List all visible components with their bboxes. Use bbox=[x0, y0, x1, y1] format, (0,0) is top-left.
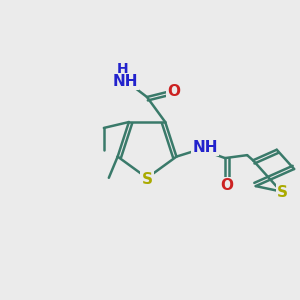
Text: H: H bbox=[117, 62, 128, 76]
Text: NH: NH bbox=[193, 140, 218, 155]
Text: O: O bbox=[220, 178, 233, 193]
Text: S: S bbox=[277, 185, 288, 200]
Text: NH: NH bbox=[113, 74, 138, 89]
Text: O: O bbox=[168, 84, 181, 99]
Text: S: S bbox=[142, 172, 153, 187]
